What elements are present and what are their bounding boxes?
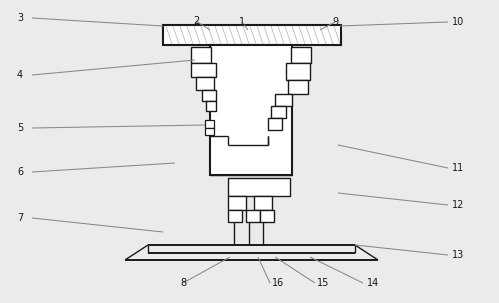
Text: 10: 10 bbox=[452, 17, 464, 27]
Text: 4: 4 bbox=[17, 70, 23, 80]
Bar bbox=[163, 25, 341, 45]
Text: 16: 16 bbox=[272, 278, 284, 288]
Bar bbox=[210, 45, 292, 175]
Bar bbox=[191, 63, 216, 77]
Bar bbox=[286, 63, 310, 80]
Bar bbox=[228, 196, 246, 210]
Bar bbox=[205, 128, 214, 135]
Text: 13: 13 bbox=[452, 250, 464, 260]
Bar bbox=[288, 80, 308, 94]
Text: 6: 6 bbox=[17, 167, 23, 177]
Bar bbox=[228, 178, 290, 196]
Bar bbox=[275, 94, 292, 106]
Text: 15: 15 bbox=[317, 278, 329, 288]
Text: 1: 1 bbox=[239, 17, 245, 27]
Bar bbox=[291, 47, 311, 63]
Text: 7: 7 bbox=[17, 213, 23, 223]
Text: 9: 9 bbox=[332, 17, 338, 27]
Bar bbox=[260, 210, 274, 222]
Bar bbox=[206, 101, 216, 111]
Text: 12: 12 bbox=[452, 200, 464, 210]
Bar bbox=[202, 90, 216, 101]
Text: 11: 11 bbox=[452, 163, 464, 173]
Bar bbox=[246, 210, 260, 222]
Bar bbox=[254, 196, 272, 210]
Bar bbox=[271, 106, 286, 118]
Text: 3: 3 bbox=[17, 13, 23, 23]
Bar bbox=[196, 77, 214, 90]
Bar bbox=[228, 210, 242, 222]
Bar bbox=[205, 120, 214, 128]
Text: 5: 5 bbox=[17, 123, 23, 133]
Bar bbox=[268, 118, 282, 130]
Text: 2: 2 bbox=[193, 16, 199, 26]
Bar bbox=[191, 47, 211, 63]
Text: 14: 14 bbox=[367, 278, 379, 288]
Text: 8: 8 bbox=[180, 278, 186, 288]
